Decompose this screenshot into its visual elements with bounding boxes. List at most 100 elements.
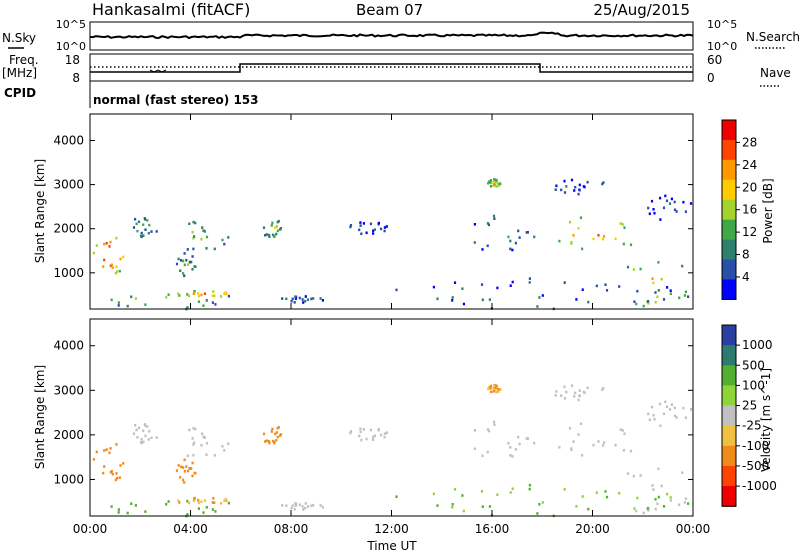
data-cell — [155, 230, 158, 233]
data-cell — [647, 206, 650, 210]
data-cell — [597, 234, 600, 237]
data-cell — [673, 414, 677, 418]
noise-right-label: N.Search — [746, 30, 800, 44]
scatter-region — [554, 178, 605, 196]
data-cell — [669, 499, 672, 502]
data-cell — [681, 264, 684, 268]
data-cell — [192, 292, 195, 296]
data-cell — [621, 223, 624, 226]
data-cell — [197, 501, 200, 505]
data-cell — [481, 505, 484, 508]
data-cell — [179, 269, 182, 272]
data-cell — [651, 484, 654, 487]
colorbar-tick-label: 1000 — [742, 338, 773, 352]
data-cell — [507, 235, 510, 239]
data-cell — [395, 288, 398, 292]
data-cell — [656, 502, 659, 505]
data-cell — [574, 185, 577, 189]
colorbar-frame — [721, 324, 737, 507]
data-cell — [227, 442, 230, 445]
data-cell — [302, 508, 305, 511]
data-cell — [177, 257, 180, 261]
data-cell — [489, 387, 492, 390]
data-cell — [273, 441, 276, 445]
data-cell — [473, 241, 476, 244]
data-cell — [579, 216, 583, 219]
data-cell — [349, 225, 352, 229]
data-cell — [274, 432, 277, 436]
data-cell — [188, 428, 191, 432]
data-cell — [360, 438, 363, 442]
data-cell — [432, 492, 435, 496]
data-cell — [492, 390, 495, 393]
data-cell — [214, 510, 217, 513]
data-cell — [193, 441, 196, 444]
data-cell — [509, 247, 512, 251]
scatter-region — [110, 499, 230, 518]
data-cell — [511, 487, 514, 490]
data-cell — [657, 495, 660, 499]
data-cell — [268, 441, 271, 445]
data-cell — [306, 505, 310, 508]
data-cell — [177, 292, 180, 296]
colorbar-tick-label: -25 — [742, 419, 762, 433]
data-cell — [122, 255, 125, 259]
data-cell — [525, 231, 528, 234]
data-cell — [144, 228, 147, 231]
data-cell — [563, 488, 566, 491]
data-cell — [451, 505, 454, 509]
data-cell — [147, 438, 150, 441]
data-cell — [487, 223, 491, 227]
y-tick-label: 2000 — [53, 428, 84, 442]
data-cell — [652, 281, 655, 285]
data-cell — [453, 488, 457, 491]
data-cell — [365, 437, 368, 441]
data-cell — [119, 464, 122, 467]
colorbar-segment — [722, 385, 736, 407]
data-cell — [652, 208, 655, 211]
data-cell — [487, 429, 491, 433]
data-cell — [604, 490, 607, 493]
data-cell — [647, 506, 650, 510]
data-cell — [563, 385, 566, 389]
colorbar-segment — [722, 120, 736, 141]
colorbar-segment — [722, 445, 736, 467]
data-cell — [568, 427, 572, 430]
data-cell — [275, 438, 278, 442]
data-cell — [369, 222, 372, 226]
colorbar-tick-label: 20 — [742, 180, 757, 194]
x-tick-label: 00:00 — [73, 522, 108, 536]
data-cell — [488, 505, 491, 508]
data-cell — [155, 436, 158, 439]
data-cell — [110, 298, 113, 302]
scatter-region — [349, 221, 388, 236]
colorbar-segment — [722, 325, 736, 346]
data-cell — [372, 229, 375, 232]
data-cell — [669, 289, 672, 292]
data-cell — [200, 237, 203, 241]
data-cell — [462, 302, 465, 306]
colorbar-tick-label: 24 — [742, 158, 757, 172]
data-cell — [271, 221, 274, 225]
data-cell — [572, 440, 575, 443]
x-tick-label: 12:00 — [374, 522, 409, 536]
data-cell — [213, 454, 216, 457]
data-cell — [642, 511, 645, 515]
scatter-region — [281, 295, 324, 304]
colorbar-tick-label: 100 — [742, 378, 765, 392]
data-cell — [275, 431, 278, 434]
data-cell — [623, 432, 626, 436]
data-cell — [684, 210, 687, 213]
colorbar-segment — [722, 425, 736, 447]
data-cell — [203, 292, 206, 295]
data-cell — [197, 300, 200, 303]
scatter-region — [349, 427, 388, 442]
data-cell — [666, 286, 669, 289]
data-cell — [563, 281, 566, 284]
data-cell — [602, 387, 605, 390]
data-cell — [494, 180, 497, 184]
data-cell — [496, 493, 499, 496]
cpid-text: normal (fast stereo) 153 — [93, 93, 259, 107]
data-cell — [197, 507, 200, 510]
data-cell — [180, 465, 183, 469]
